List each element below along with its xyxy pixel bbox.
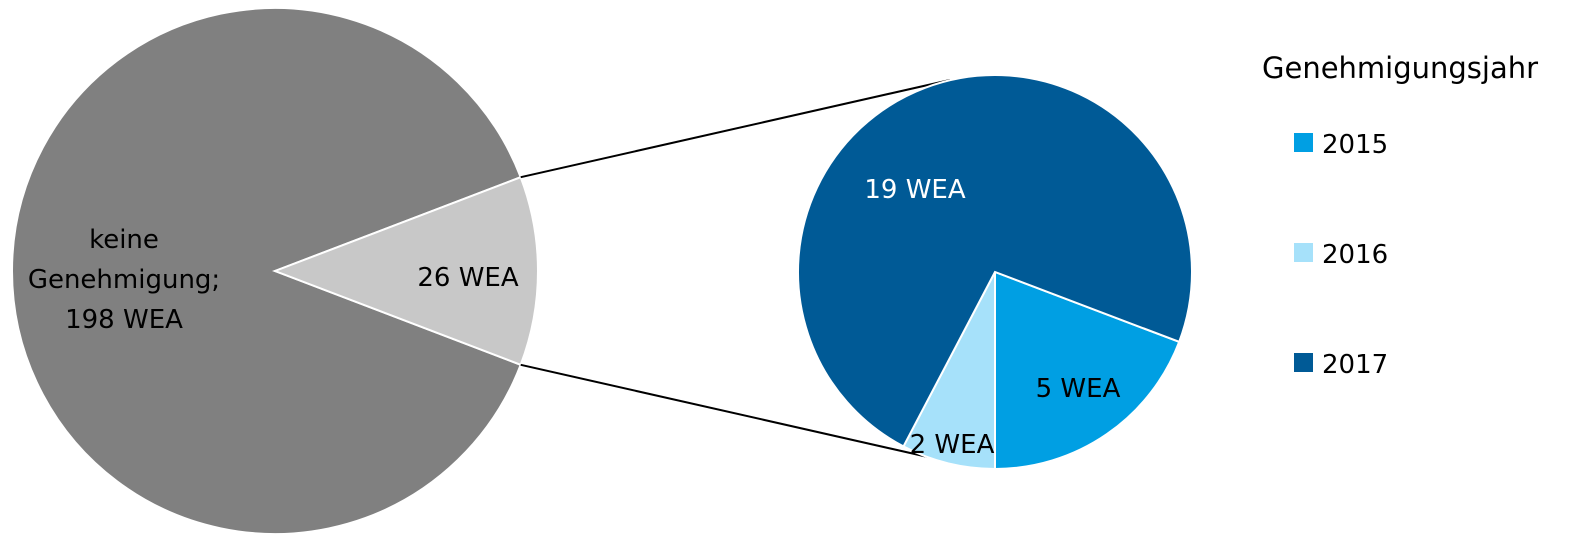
legend-swatch-2015 <box>1294 133 1313 152</box>
data-label-keine-genehmigung: keine Genehmigung; 198 WEA <box>28 225 220 335</box>
legend-title: Genehmigungsjahr <box>1262 51 1538 85</box>
data-label-2015: 5 WEA <box>1036 374 1121 404</box>
legend-item-2017: 2017 <box>1322 350 1388 380</box>
main-pie-slice-26-wea <box>272 175 539 367</box>
secondary-pie-slice-2017 <box>797 74 1193 448</box>
connector-line-bottom <box>520 363 951 463</box>
data-label-26-wea: 26 WEA <box>417 263 518 293</box>
legend: Genehmigungsjahr 2015 2016 2017 <box>1262 51 1538 380</box>
connector-lines <box>520 79 951 463</box>
secondary-pie-slice-2016 <box>902 271 996 471</box>
legend-swatch-2016 <box>1294 243 1313 262</box>
data-label-2016: 2 WEA <box>910 430 995 460</box>
data-labels: keine Genehmigung; 198 WEA 26 WEA 5 WEA 2 WEA… <box>28 175 1121 460</box>
legend-item-2015: 2015 <box>1322 130 1388 160</box>
secondary-pie-slice-2015 <box>994 270 1181 471</box>
legend-swatch-2017 <box>1294 353 1313 372</box>
main-pie <box>11 7 539 535</box>
legend-item-2016: 2016 <box>1322 240 1388 270</box>
secondary-pie <box>797 74 1193 471</box>
data-label-2017: 19 WEA <box>864 175 965 205</box>
connector-line-top <box>520 79 951 179</box>
main-pie-slice-keine-genehmigung <box>11 7 523 535</box>
